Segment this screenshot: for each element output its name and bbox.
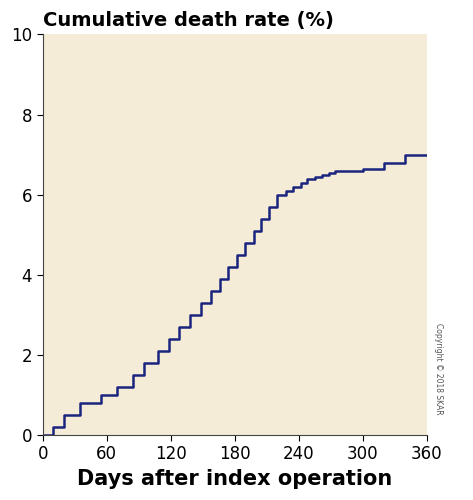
Text: Cumulative death rate (%): Cumulative death rate (%) xyxy=(43,11,333,30)
Text: Copyright © 2018 SKAR: Copyright © 2018 SKAR xyxy=(434,324,443,415)
X-axis label: Days after index operation: Days after index operation xyxy=(77,469,392,489)
